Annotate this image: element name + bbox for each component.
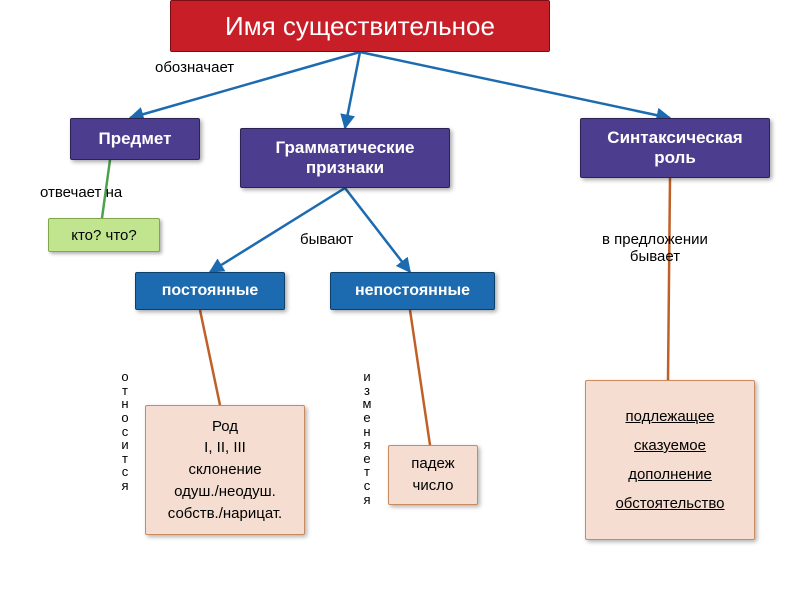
- leaf-properties-nonconstant-content: падежчисло: [411, 453, 454, 497]
- category-predmet-label: Предмет: [99, 129, 172, 149]
- sub-nonconstant-label: непостоянные: [355, 282, 470, 300]
- edge-label-v-predlozhenii: в предложении бывает: [590, 232, 720, 265]
- category-syntax: Синтаксическая роль: [580, 118, 770, 178]
- leaf-properties-constant: РодI, II, IIIсклонениеодуш./неодуш.собст…: [145, 405, 305, 535]
- category-grammatical-label: Грамматические признаки: [249, 138, 441, 178]
- leaf-syntax-roles-list: подлежащеесказуемоедополнениеобстоятельс…: [594, 385, 746, 535]
- leaf-properties-nonconstant: падежчисло: [388, 445, 478, 505]
- category-grammatical: Грамматические признаки: [240, 128, 450, 188]
- edge-label-otvechaet: отвечает на: [40, 185, 122, 202]
- category-predmet: Предмет: [70, 118, 200, 160]
- category-syntax-label: Синтаксическая роль: [589, 128, 761, 168]
- sub-nonconstant: непостоянные: [330, 272, 495, 310]
- sub-constant-label: постоянные: [162, 282, 259, 300]
- leaf-syntax-roles: подлежащеесказуемоедополнениеобстоятельс…: [585, 380, 755, 540]
- answers-label: кто? что?: [71, 227, 137, 244]
- vertical-label-izmenyaetsya: изменяется: [360, 370, 374, 506]
- answers-box: кто? что?: [48, 218, 160, 252]
- root-node: Имя существительное: [170, 0, 550, 52]
- leaf-properties-constant-content: РодI, II, IIIсклонениеодуш./неодуш.собст…: [168, 416, 282, 525]
- root-label: Имя существительное: [225, 11, 495, 42]
- sub-constant: постоянные: [135, 272, 285, 310]
- edge-label-oboznachaet: обозначает: [155, 60, 234, 77]
- edge-label-byvayut: бывают: [300, 232, 353, 249]
- vertical-label-otnositsya: относится: [118, 370, 132, 493]
